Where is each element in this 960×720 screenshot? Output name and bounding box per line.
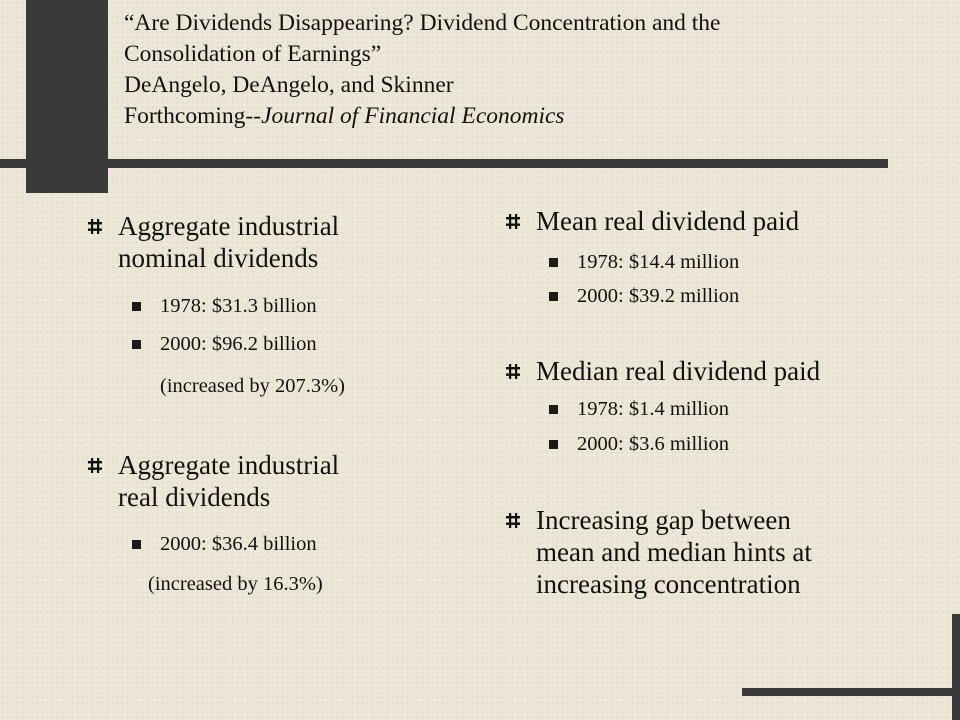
sub-bullet-text: 2000: $96.2 billion: [160, 333, 317, 355]
square-bullet-icon: [549, 292, 558, 301]
hash-bullet-icon: [506, 364, 520, 379]
bullet-text: Mean real dividend paid: [536, 206, 800, 236]
square-bullet-icon: [132, 302, 141, 311]
bullet-text: Aggregate industrial: [118, 450, 340, 480]
bullet-text: nominal dividends: [118, 243, 319, 273]
sub-bullet: 1978: $31.3 billion: [132, 294, 317, 318]
square-bullet-icon: [132, 540, 141, 549]
bullet-text: increasing concentration: [536, 569, 801, 599]
sub-bullet-text: 1978: $31.3 billion: [160, 295, 317, 317]
bullet-median-dividend: Median real dividend paid: [536, 355, 820, 387]
decor-corner-horizontal: [742, 688, 960, 696]
sub-bullet: 1978: $14.4 million: [549, 250, 740, 274]
bullet-text: Aggregate industrial: [118, 211, 340, 241]
sub-bullet: 2000: $3.6 million: [549, 432, 730, 456]
sub-bullet: 2000: $36.4 billion: [132, 532, 317, 556]
decor-corner-vertical: [952, 614, 960, 720]
sub-bullet-text: 1978: $1.4 million: [577, 398, 730, 420]
square-bullet-icon: [132, 340, 141, 349]
title-line-1: “Are Dividends Disappearing? Dividend Co…: [124, 10, 721, 36]
journal-name: Journal of Financial Economics: [261, 103, 565, 129]
bullet-real-dividends: Aggregate industrial real dividends: [118, 449, 339, 513]
sub-bullet: 2000: $39.2 million: [549, 284, 740, 308]
title-line-2: Consolidation of Earnings”: [124, 41, 382, 67]
bullet-text: real dividends: [118, 482, 271, 512]
bullet-text: mean and median hints at: [536, 537, 812, 567]
publication-prefix: Forthcoming--: [124, 103, 262, 129]
sub-bullet-text: 2000: $3.6 million: [577, 433, 730, 455]
bullet-mean-dividend: Mean real dividend paid: [536, 205, 799, 237]
bullet-text: Median real dividend paid: [536, 356, 821, 386]
sub-bullet-text: 1978: $14.4 million: [577, 251, 740, 273]
hash-bullet-icon: [506, 214, 520, 229]
bullet-increasing-gap: Increasing gap between mean and median h…: [536, 504, 812, 600]
title-authors: DeAngelo, DeAngelo, and Skinner: [124, 72, 454, 98]
square-bullet-icon: [549, 440, 558, 449]
slide-title: “Are Dividends Disappearing? Dividend Co…: [124, 8, 904, 132]
increase-note: (increased by 207.3%): [160, 375, 346, 397]
sub-bullet: 2000: $96.2 billion: [132, 332, 317, 356]
square-bullet-icon: [549, 405, 558, 414]
sub-bullet-text: 2000: $39.2 million: [577, 285, 740, 307]
bullet-nominal-dividends: Aggregate industrial nominal dividends: [118, 210, 339, 274]
hash-bullet-icon: [88, 219, 102, 234]
title-publication: Forthcoming--Journal of Financial Econom…: [124, 101, 904, 132]
square-bullet-icon: [549, 258, 558, 267]
increase-note: (increased by 16.3%): [148, 573, 323, 595]
sub-bullet-text: 2000: $36.4 billion: [160, 533, 317, 555]
hash-bullet-icon: [88, 458, 102, 473]
decor-rule: [0, 159, 888, 168]
hash-bullet-icon: [506, 513, 520, 528]
bullet-text: Increasing gap between: [536, 505, 791, 535]
sub-bullet: 1978: $1.4 million: [549, 397, 730, 421]
